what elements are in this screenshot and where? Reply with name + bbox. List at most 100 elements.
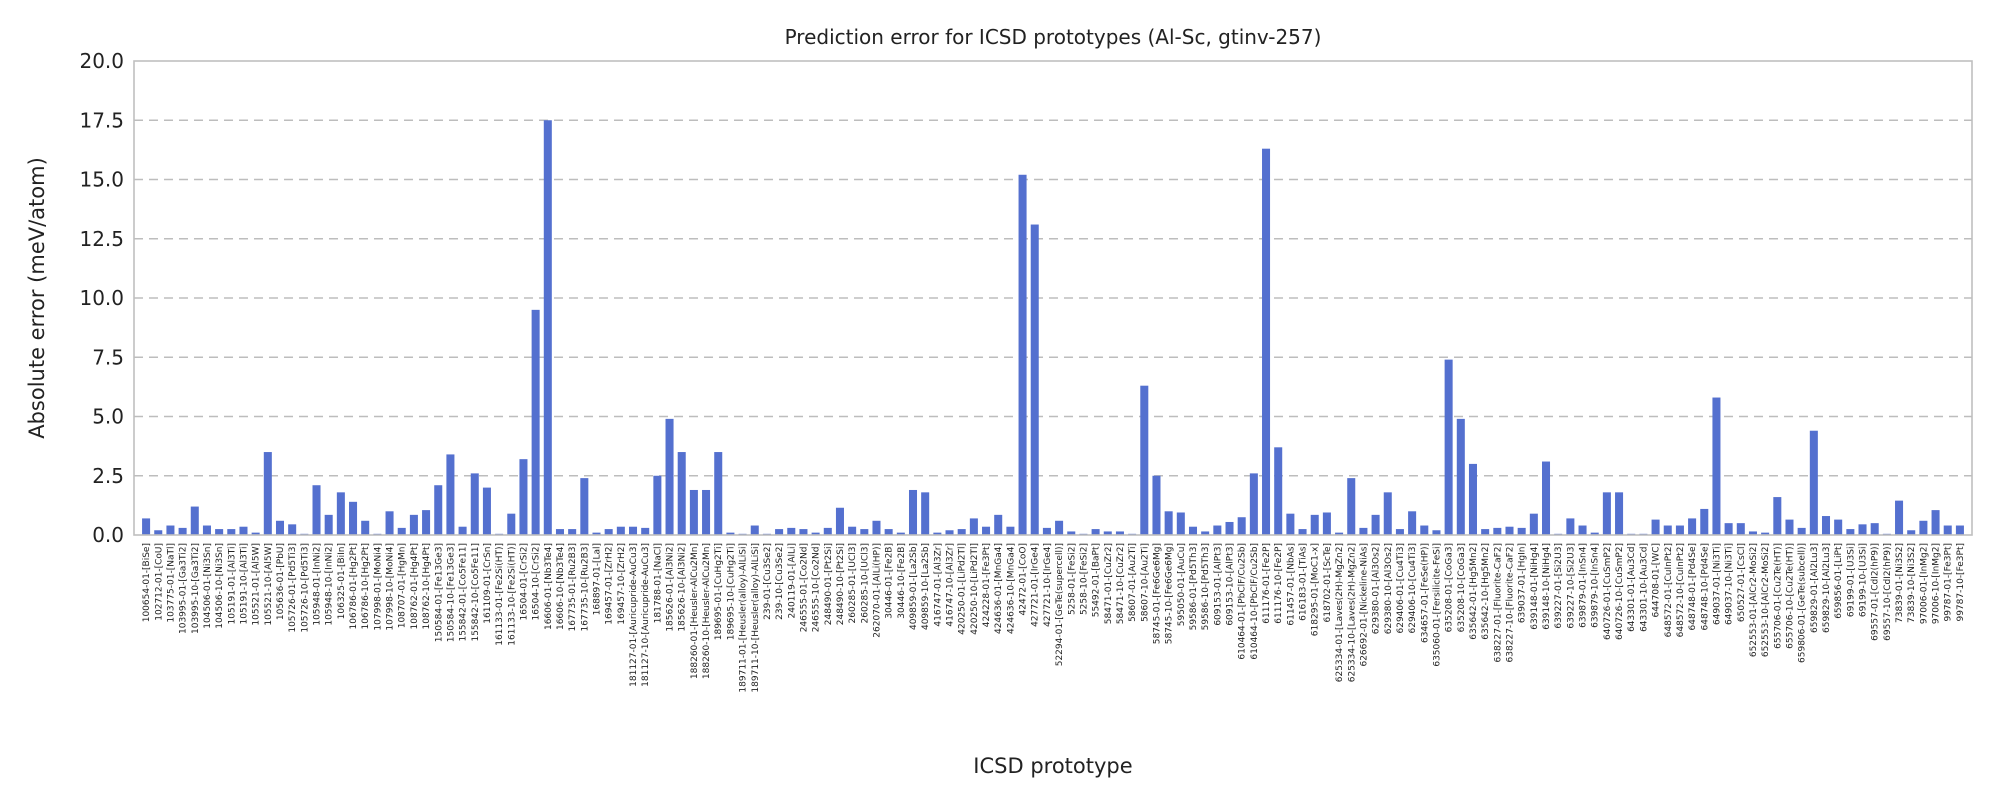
bar [1456,418,1465,535]
x-tick-label: 643301-01-[Au3Cd] [1627,543,1637,632]
bar [1298,529,1307,535]
x-tick-label: 240119-01-[AlLi] [787,543,797,619]
x-tick-label: 416747-01-[Al3Zr] [933,543,943,627]
x-tick-label: 105191-10-[Al3Ti] [239,543,249,624]
x-tick-label: 185626-01-[Al3Ni2] [666,543,676,632]
bar [519,459,528,535]
bar [458,526,467,535]
x-tick-label: 58745-01-[Fe6Ge6Mg] [1152,543,1162,644]
x-tick-label: 639227-10-[Si2U3] [1566,543,1576,629]
x-tick-label: 652553-01-[AlCr2-MoSi2] [1749,543,1759,657]
bar [1140,385,1149,535]
x-tick-label: 150584-01-[Fe13Ge3] [434,543,444,642]
bar [1773,497,1782,535]
x-tick-label: 105521-01-[Al5W] [252,543,262,626]
x-tick-label: 625334-10-[Laves(2H)-MgZn2] [1347,543,1357,682]
x-tick-label: 659806-01-[GeTe(subcell)] [1798,543,1808,663]
plot-frame [133,60,1973,536]
x-tick-label: 150584-10-[Fe13Ge3] [446,543,456,642]
bar [714,452,723,535]
bar [726,532,735,535]
x-tick-label: 655706-01-[Cu2Te(HT)] [1773,543,1783,649]
x-tick-label: 639879-01-[InSn4] [1579,543,1589,628]
bar [653,475,662,535]
bar [872,520,881,535]
bar [568,529,577,535]
x-tick-label: 189711-10-[Heusler(alloy)-AlLiSi] [751,543,761,693]
x-tick-label: 635060-01-[Fersilicite-FeSi] [1432,543,1442,667]
bar [702,489,711,535]
x-tick-label: 640726-01-[CuSmP2] [1603,543,1613,640]
bar [385,511,394,535]
x-tick-label: 59586-10-[Pd5Th3] [1201,543,1211,630]
y-tick-label: 17.5 [79,108,124,132]
x-tick-label: 100654-01-[BiSe] [142,543,152,622]
bar [1761,532,1770,535]
x-tick-label: 155842-01-[Co5Fe11] [459,543,469,642]
bar [629,526,638,535]
bar [957,529,966,535]
bar [1517,527,1526,535]
bar [1529,513,1538,535]
bar [142,518,151,535]
bar [1858,524,1867,535]
x-tick-label: 105191-01-[Al3Ti] [227,543,237,624]
x-tick-label: 181127-01-[Auricupride-AuCu3] [629,543,639,687]
x-tick-label: 103995-01-[Ga3Ti2] [179,543,189,634]
x-tick-labels: 100654-01-[BiSe] 102712-01-[CoU] 103775-01… [142,543,1966,693]
bar [1091,529,1100,535]
bar [787,527,796,535]
x-axis-label: ICSD prototype [973,754,1132,778]
x-tick-label: 108762-10-[Hg4Pt] [422,543,432,630]
x-tick-label: 616183-01-[TiAs] [1299,543,1309,621]
bar [251,532,260,535]
x-tick-label: 635208-01-[CoGa3] [1445,543,1455,632]
x-tick-label: 649037-01-[Ni3Ti] [1712,543,1722,625]
x-tick-label: 648748-01-[Pd4Se] [1688,543,1698,630]
x-tick-label: 168897-01-[Lal] [593,543,603,615]
bar [1164,511,1173,535]
bar [1688,518,1697,535]
bar [434,485,443,535]
x-tick-label: 626692-01-[Nickeline-NiAs] [1359,543,1369,667]
x-tick-label: 105726-01-[Pd5Ti3] [288,543,298,633]
x-tick-label: 167735-10-[Ru2B3] [580,543,590,632]
x-tick-label: 161133-01-[Fe2Si(HT)] [495,543,505,646]
x-tick-label: 69557-10-[CdI2(hP9)] [1883,543,1893,641]
bar [665,418,674,535]
y-tick-label: 12.5 [79,227,124,251]
bar [945,530,954,535]
bar [482,487,491,535]
bar [470,473,479,535]
bar [1432,530,1441,535]
bar [641,527,650,535]
y-tick-labels: 0.0 2.5 5.0 7.5 10.0 12.5 15.0 17.5 20.0 [79,49,124,547]
bar [239,526,248,535]
x-tick-label: 416747-10-[Al3Zr] [946,543,956,627]
x-tick-label: 650527-01-[CsCl] [1737,543,1747,622]
x-tick-label: 629406-10-[Cu4Ti3] [1408,543,1418,634]
x-tick-label: 634657-01-[FeSe(HP)] [1420,543,1430,643]
bar [1578,525,1587,535]
bar [1821,516,1831,535]
x-tick-label: 659829-10-[Al2Lu3] [1822,543,1832,633]
bar [1493,527,1502,535]
bar [1748,531,1757,535]
bar [202,525,211,535]
x-tick-label: 73839-01-[Ni3S2] [1895,543,1905,623]
x-tick-label: 427721-01-[IrGe4] [1031,543,1041,627]
y-tick-label: 0.0 [92,523,124,547]
x-tick-label: 106325-01-[BiIn] [337,543,347,619]
x-tick-label: 427721-10-[IrGe4] [1043,543,1053,627]
bar [178,527,187,535]
x-tick-label: 99787-10-[Fe3Pt] [1956,543,1966,622]
x-tick-label: 189711-01-[Heusler(alloy)-AlLiSi] [739,543,749,693]
bar [555,529,564,535]
grid-layer [134,119,1972,477]
x-tick-label: 161109-01-[CrSn] [483,543,493,624]
x-tick-label: 102712-01-[CoU] [154,543,164,621]
x-tick-label: 105948-10-[InNi2] [325,543,335,626]
x-tick-label: 97006-01-[InMg2] [1919,543,1929,624]
bar [1834,519,1843,535]
bar [1785,519,1794,535]
